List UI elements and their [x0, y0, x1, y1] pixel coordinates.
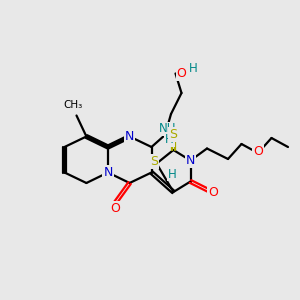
Text: S: S [169, 128, 177, 141]
Text: H: H [165, 133, 174, 146]
Text: S: S [150, 154, 158, 168]
Text: H: H [168, 167, 177, 181]
Text: O: O [253, 145, 263, 158]
Text: N: N [186, 154, 195, 167]
Text: H: H [189, 62, 198, 76]
Text: N: N [103, 166, 113, 179]
Text: O: O [111, 202, 120, 215]
Text: O: O [177, 67, 186, 80]
Text: CH₃: CH₃ [64, 100, 83, 110]
Text: NH: NH [159, 122, 176, 136]
Text: N: N [125, 130, 134, 143]
Text: O: O [208, 186, 218, 200]
